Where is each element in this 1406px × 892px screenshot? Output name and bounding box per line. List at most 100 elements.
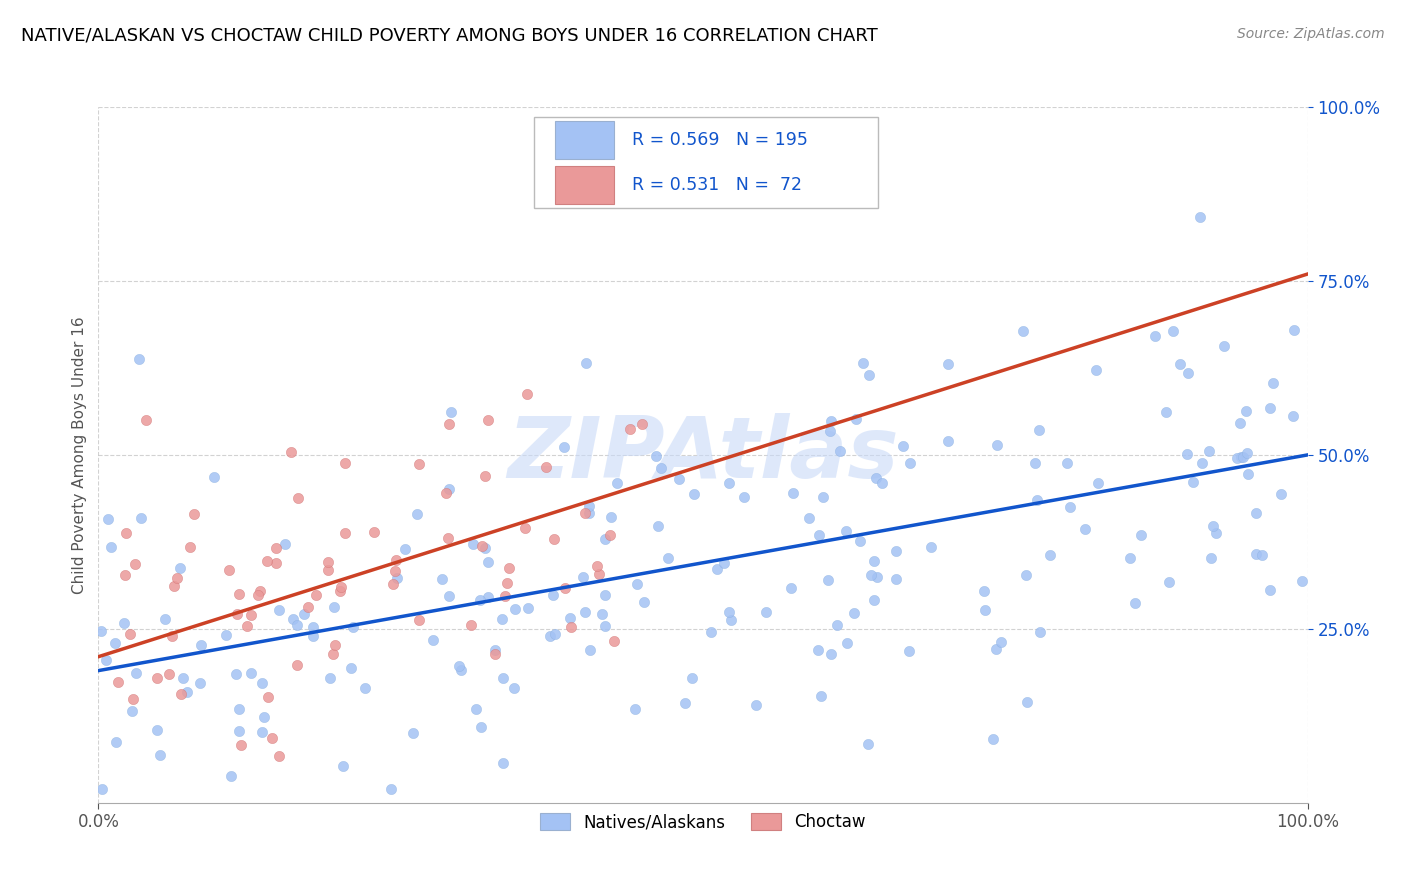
Point — [129, 511, 152, 525]
Point — [1291, 574, 1313, 588]
Point — [586, 559, 609, 574]
Point — [837, 636, 859, 650]
Point — [183, 507, 205, 521]
Point — [513, 521, 536, 535]
Point — [179, 540, 201, 554]
Point — [713, 557, 735, 571]
Point — [172, 671, 194, 685]
FancyBboxPatch shape — [555, 166, 613, 204]
Point — [332, 758, 354, 772]
Point — [333, 456, 356, 470]
Point — [1232, 450, 1254, 464]
Point — [253, 710, 276, 724]
Point — [700, 625, 723, 640]
Point — [1026, 493, 1049, 508]
Point — [859, 567, 882, 582]
Point — [437, 589, 460, 603]
Point — [1118, 551, 1140, 566]
Point — [264, 556, 287, 570]
Point — [817, 573, 839, 587]
Point — [849, 534, 872, 549]
Y-axis label: Child Poverty Among Boys Under 16: Child Poverty Among Boys Under 16 — [72, 316, 87, 594]
Point — [297, 599, 319, 614]
Point — [494, 590, 516, 604]
Point — [287, 491, 309, 505]
Point — [316, 555, 339, 569]
Point — [477, 555, 499, 569]
Point — [990, 634, 1012, 648]
Text: ZIPAtlas: ZIPAtlas — [508, 413, 898, 497]
Point — [498, 561, 520, 575]
Text: R = 0.569   N = 195: R = 0.569 N = 195 — [631, 131, 807, 149]
Point — [835, 524, 858, 539]
Point — [439, 482, 461, 496]
Point — [845, 412, 868, 426]
Point — [1039, 548, 1062, 562]
Point — [606, 476, 628, 491]
Point — [984, 642, 1007, 657]
Point — [125, 666, 148, 681]
Point — [219, 769, 242, 783]
Point — [807, 642, 830, 657]
Point — [1028, 423, 1050, 437]
Point — [830, 443, 852, 458]
Point — [169, 561, 191, 575]
Point — [240, 665, 263, 680]
Point — [122, 691, 145, 706]
Point — [842, 606, 865, 620]
Point — [1182, 475, 1205, 490]
Point — [534, 460, 557, 475]
Point — [236, 619, 259, 633]
Point — [477, 413, 499, 427]
Point — [218, 563, 240, 577]
Point — [408, 613, 430, 627]
Point — [1189, 210, 1212, 224]
Point — [884, 544, 907, 558]
Point — [153, 612, 176, 626]
Point — [215, 628, 238, 642]
Point — [578, 506, 600, 520]
Point — [820, 647, 842, 661]
Point — [1059, 500, 1081, 514]
Point — [619, 422, 641, 436]
Point — [807, 527, 830, 541]
Point — [1205, 526, 1227, 541]
Point — [226, 607, 249, 621]
Point — [516, 386, 538, 401]
Point — [779, 581, 801, 595]
Point — [228, 702, 250, 716]
Point — [572, 569, 595, 583]
Point — [149, 748, 172, 763]
Point — [246, 588, 269, 602]
Point — [305, 588, 328, 602]
Point — [492, 671, 515, 685]
Point — [437, 417, 460, 432]
Point — [281, 613, 304, 627]
Point — [1226, 450, 1249, 465]
Point — [381, 577, 404, 591]
Point — [280, 444, 302, 458]
Point — [683, 487, 706, 501]
Point — [266, 541, 288, 556]
Point — [1157, 575, 1180, 590]
Point — [302, 629, 325, 643]
Point — [553, 440, 575, 454]
Point — [1236, 446, 1258, 460]
Point — [318, 563, 340, 577]
Point — [856, 737, 879, 751]
Point — [496, 576, 519, 591]
Point — [385, 571, 408, 585]
FancyBboxPatch shape — [555, 121, 613, 159]
Point — [430, 573, 453, 587]
Point — [170, 687, 193, 701]
Point — [97, 512, 120, 526]
Point — [986, 438, 1008, 452]
Point — [898, 456, 921, 470]
Point — [322, 600, 344, 615]
Point — [595, 588, 617, 602]
Point — [591, 607, 613, 622]
Point — [668, 472, 690, 486]
Point — [560, 620, 582, 634]
Point — [645, 449, 668, 463]
Point — [593, 619, 616, 633]
